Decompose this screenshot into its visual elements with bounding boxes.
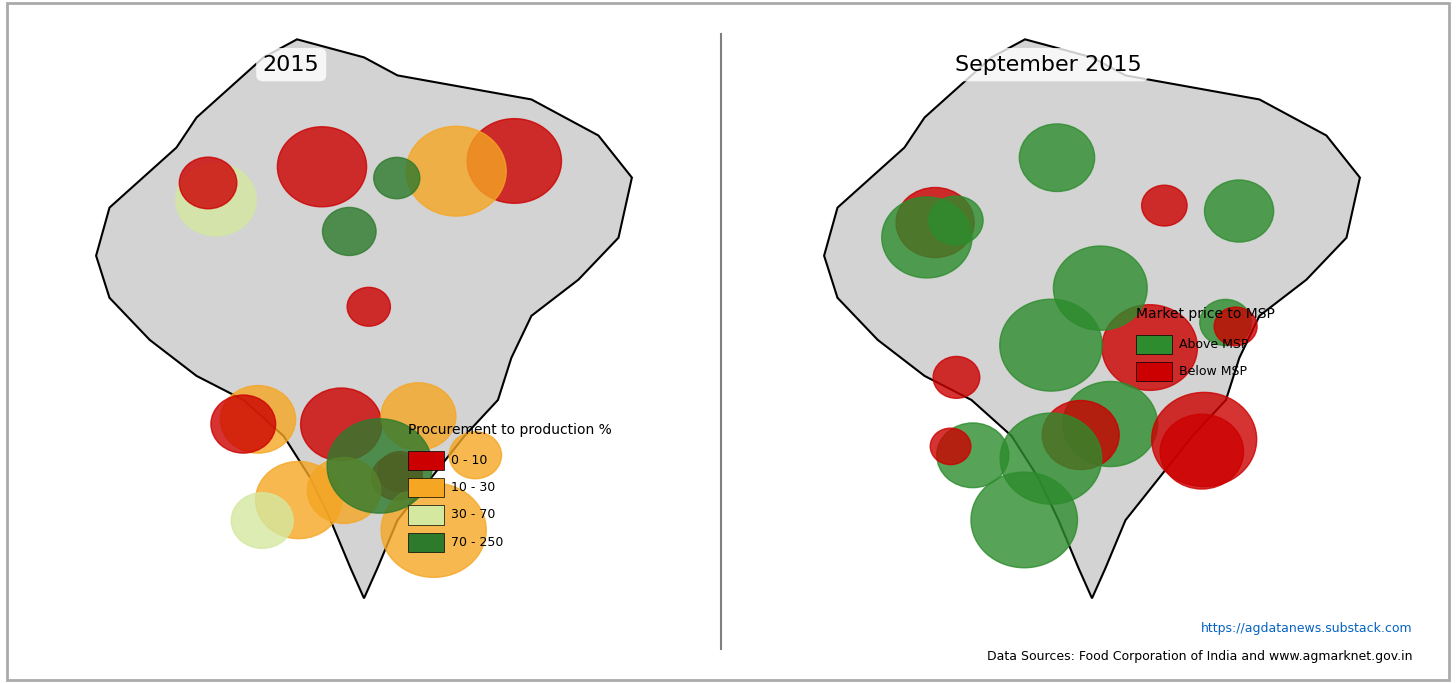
Circle shape <box>467 119 562 204</box>
Text: 30 - 70: 30 - 70 <box>451 508 495 522</box>
Circle shape <box>232 492 293 548</box>
Circle shape <box>381 382 456 450</box>
Circle shape <box>1054 246 1147 330</box>
Circle shape <box>971 472 1077 568</box>
Circle shape <box>936 423 1009 488</box>
Circle shape <box>347 288 390 326</box>
Circle shape <box>176 164 256 236</box>
Text: Data Sources: Food Corporation of India and www.agmarknet.gov.in: Data Sources: Food Corporation of India … <box>987 650 1412 663</box>
Text: Procurement to production %: Procurement to production % <box>408 423 612 437</box>
Text: 70 - 250: 70 - 250 <box>451 535 504 549</box>
Circle shape <box>933 357 980 398</box>
Circle shape <box>179 157 237 209</box>
Circle shape <box>1200 299 1251 346</box>
Circle shape <box>448 432 501 479</box>
Circle shape <box>929 196 983 245</box>
Circle shape <box>328 419 432 513</box>
Text: https://agdatanews.substack.com: https://agdatanews.substack.com <box>1201 622 1412 635</box>
Circle shape <box>1160 414 1243 489</box>
Circle shape <box>1063 382 1158 466</box>
Circle shape <box>406 126 507 216</box>
Text: September 2015: September 2015 <box>955 55 1142 74</box>
Text: 10 - 30: 10 - 30 <box>451 481 495 494</box>
Circle shape <box>220 385 296 453</box>
Circle shape <box>323 208 376 255</box>
Circle shape <box>377 451 422 492</box>
Circle shape <box>371 454 422 500</box>
Circle shape <box>256 462 342 539</box>
Circle shape <box>1152 392 1257 486</box>
Circle shape <box>374 157 419 199</box>
Text: 2015: 2015 <box>264 55 319 74</box>
Circle shape <box>300 388 381 461</box>
Polygon shape <box>824 40 1360 598</box>
Circle shape <box>1019 124 1095 191</box>
Text: Above MSP: Above MSP <box>1179 337 1249 351</box>
Circle shape <box>1042 400 1120 470</box>
Text: Below MSP: Below MSP <box>1179 365 1248 378</box>
Circle shape <box>930 428 971 464</box>
Circle shape <box>1204 180 1274 242</box>
Text: 0 - 10: 0 - 10 <box>451 454 488 467</box>
Circle shape <box>307 458 380 523</box>
Circle shape <box>1102 305 1197 391</box>
Circle shape <box>1000 413 1102 504</box>
Circle shape <box>211 395 275 453</box>
Circle shape <box>882 197 973 278</box>
Polygon shape <box>96 40 632 598</box>
Text: Market price to MSP: Market price to MSP <box>1136 307 1274 321</box>
Circle shape <box>1142 185 1187 226</box>
Circle shape <box>1214 307 1257 346</box>
Circle shape <box>895 188 974 257</box>
Circle shape <box>278 127 367 207</box>
Circle shape <box>1000 299 1102 391</box>
Circle shape <box>381 483 486 577</box>
